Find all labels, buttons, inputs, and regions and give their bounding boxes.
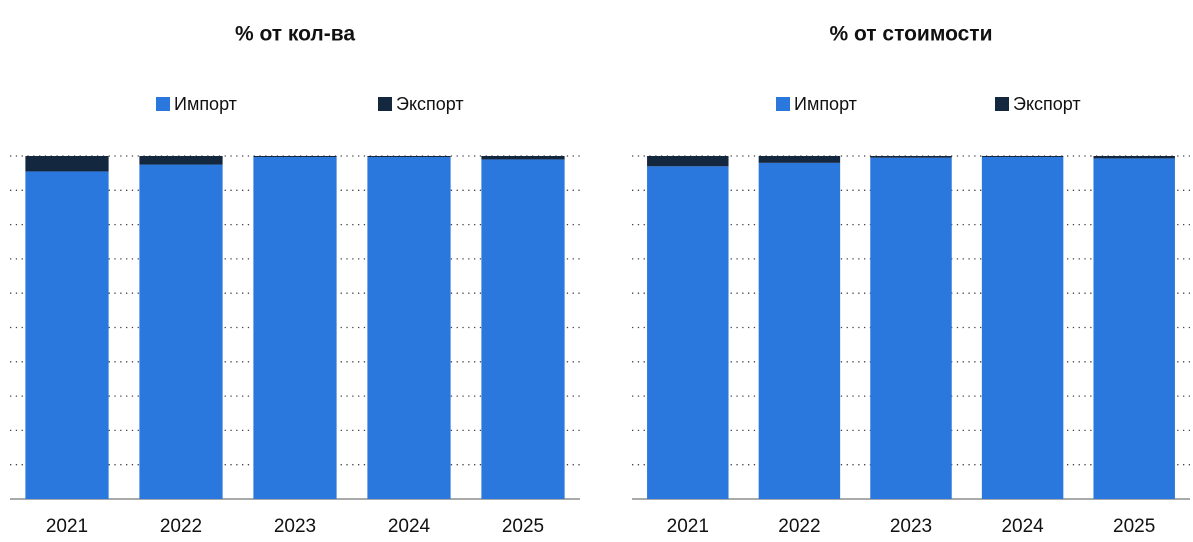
- bar-segment: [1093, 158, 1175, 499]
- x-tick-label: 2021: [46, 516, 88, 537]
- bar-segment: [25, 171, 109, 499]
- bar-segment: [758, 162, 841, 500]
- x-tick-label: 2023: [890, 516, 932, 537]
- legend-swatch: [995, 97, 1009, 111]
- x-tick-label: 2023: [274, 516, 316, 537]
- bar-segment: [481, 156, 565, 160]
- chart-title: % от кол-ва: [235, 23, 355, 46]
- bar-segment: [647, 166, 729, 500]
- bar-segment: [981, 156, 1064, 158]
- legend-swatch: [378, 97, 392, 111]
- bar-segment: [481, 159, 565, 499]
- bar-segment: [25, 156, 109, 172]
- x-tick-label: 2025: [502, 516, 544, 537]
- chart-title: % от стоимости: [829, 23, 992, 46]
- bar-segment: [647, 156, 729, 167]
- bar-segment: [367, 157, 451, 500]
- bar-segment: [139, 156, 223, 165]
- bar-segment: [870, 156, 952, 158]
- bar-segment: [758, 156, 841, 163]
- chart: % от кол-ва Импорт Экспорт 2021 2022 2023 2024…: [10, 23, 580, 537]
- bar-segment: [981, 157, 1064, 500]
- bar-segment: [253, 156, 337, 158]
- x-tick-label: 2024: [1001, 516, 1044, 537]
- legend-swatch: [156, 97, 170, 111]
- bar-segment: [139, 164, 223, 499]
- bar-segment: [253, 157, 337, 500]
- x-tick-label: 2025: [1113, 516, 1155, 537]
- x-tick-label: 2022: [160, 516, 202, 537]
- legend-label: Экспорт: [1013, 94, 1081, 114]
- bar-segment: [367, 156, 451, 158]
- legend-label: Импорт: [794, 94, 857, 114]
- legend-swatch: [776, 97, 790, 111]
- legend-label: Импорт: [174, 94, 237, 114]
- bar-segment: [1093, 156, 1175, 159]
- chart: % от стоимости Импорт Экспорт 2021 2022 2023 2…: [632, 23, 1190, 537]
- bar-segment: [870, 157, 952, 499]
- x-tick-label: 2021: [667, 516, 709, 537]
- legend-label: Экспорт: [396, 94, 464, 114]
- x-tick-label: 2024: [388, 516, 431, 537]
- x-tick-label: 2022: [778, 516, 820, 537]
